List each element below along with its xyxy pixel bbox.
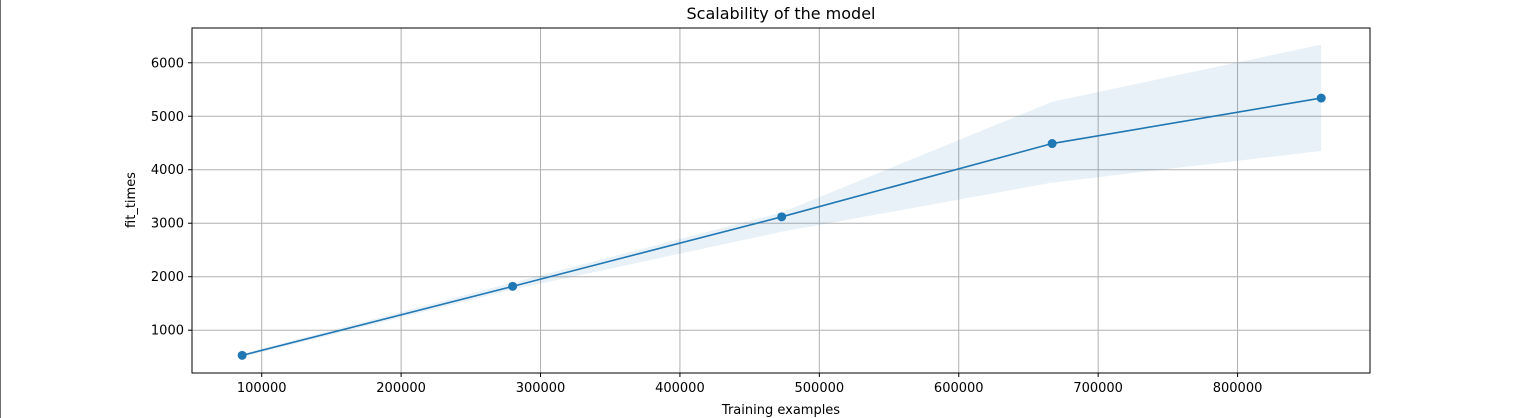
y-tick-label: 4000 [151, 163, 184, 178]
x-tick-label: 300000 [516, 381, 566, 396]
plot-frame [191, 27, 1371, 374]
std-band [242, 44, 1322, 357]
x-tick-label: 800000 [1213, 381, 1263, 396]
data-points [237, 93, 1326, 360]
data-point [777, 212, 787, 222]
y-tick-label: 6000 [151, 56, 184, 71]
x-axis-label: Training examples [721, 403, 840, 418]
x-tick-label: 200000 [376, 381, 426, 396]
x-tick-label: 600000 [934, 381, 984, 396]
y-tick-label: 3000 [151, 217, 184, 232]
x-tick-label: 400000 [655, 381, 705, 396]
window-left-edge [0, 0, 1, 418]
x-tick-label: 700000 [1073, 381, 1123, 396]
x-tick-label: 100000 [237, 381, 287, 396]
y-tick-label: 5000 [151, 110, 184, 125]
y-tick-label: 1000 [151, 324, 184, 339]
data-point [237, 350, 247, 360]
grid-lines [192, 28, 1370, 373]
x-axis-ticks: 100000 200000 300000 400000 500000 600000 7000… [237, 373, 1262, 396]
data-point [1047, 139, 1057, 149]
x-tick-label: 500000 [795, 381, 845, 396]
y-tick-label: 2000 [151, 270, 184, 285]
chart-title: Scalability of the model [687, 4, 876, 23]
std-band-area [242, 44, 1322, 357]
data-point [1316, 93, 1326, 103]
y-axis-label: fit_times [124, 172, 139, 228]
data-point [508, 281, 518, 291]
y-axis-ticks: 1000 2000 3000 4000 5000 6000 [151, 56, 192, 339]
